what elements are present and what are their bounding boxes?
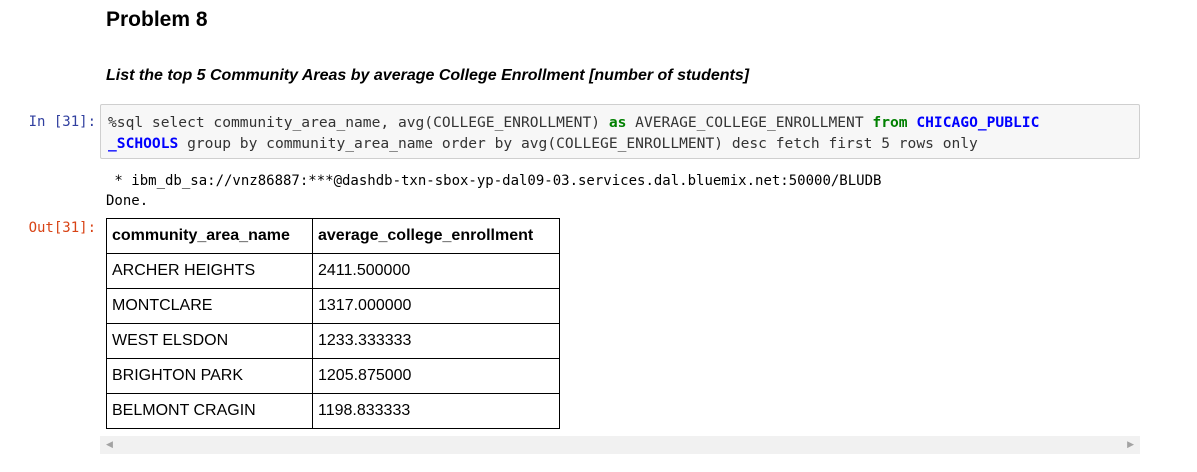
table-row: WEST ELSDON 1233.333333 xyxy=(106,323,560,359)
table-cell: WEST ELSDON xyxy=(106,323,313,359)
table-cell: 1233.333333 xyxy=(312,323,560,359)
table-cell: 1317.000000 xyxy=(312,288,560,324)
code-text: AVERAGE_COLLEGE_ENROLLMENT xyxy=(626,114,873,131)
triangle-left-icon[interactable]: ◀ xyxy=(106,440,113,450)
table-row: BELMONT CRAGIN 1198.833333 xyxy=(106,393,560,429)
table-cell: MONTCLARE xyxy=(106,288,313,324)
code-line-2: _SCHOOLS group by community_area_name or… xyxy=(108,133,1139,154)
output-prompt: Out[31]: xyxy=(28,220,96,236)
stdout-connection-line: * ibm_db_sa://vnz86887:***@dashdb-txn-sb… xyxy=(106,173,882,189)
table-cell: 1205.875000 xyxy=(312,358,560,394)
markdown-subheading: List the top 5 Community Areas by averag… xyxy=(106,67,750,84)
code-table-name: _SCHOOLS xyxy=(108,135,179,152)
code-keyword-as: as xyxy=(608,114,627,131)
code-input-area[interactable]: %sql select community_area_name, avg(COL… xyxy=(100,104,1140,159)
table-cell: 1198.833333 xyxy=(312,393,560,429)
stdout-output: * ibm_db_sa://vnz86887:***@dashdb-txn-sb… xyxy=(106,171,881,211)
code-keyword-from: from xyxy=(872,114,908,131)
code-text: group by community_area_name order by av… xyxy=(178,135,978,152)
table-cell: BRIGHTON PARK xyxy=(106,358,313,394)
code-text: %sql select community_area_name, avg(COL… xyxy=(108,114,609,131)
markdown-heading: Problem 8 xyxy=(106,8,208,31)
stdout-done-line: Done. xyxy=(106,193,149,209)
table-cell: ARCHER HEIGHTS xyxy=(106,253,313,289)
code-table-name: CHICAGO_PUBLIC xyxy=(916,114,1040,131)
table-row: MONTCLARE 1317.000000 xyxy=(106,288,560,324)
table-cell: BELMONT CRAGIN xyxy=(106,393,313,429)
table-row: BRIGHTON PARK 1205.875000 xyxy=(106,358,560,394)
result-table: community_area_name average_college_enro… xyxy=(106,218,560,429)
triangle-right-icon[interactable]: ▶ xyxy=(1127,440,1134,450)
table-row: ARCHER HEIGHTS 2411.500000 xyxy=(106,253,560,289)
table-cell: 2411.500000 xyxy=(312,253,560,289)
column-header: average_college_enrollment xyxy=(312,218,560,254)
table-header-row: community_area_name average_college_enro… xyxy=(106,218,560,254)
code-line-1: %sql select community_area_name, avg(COL… xyxy=(108,112,1139,133)
horizontal-scrollbar[interactable]: ◀ ▶ xyxy=(100,436,1140,454)
column-header: community_area_name xyxy=(106,218,313,254)
input-prompt: In [31]: xyxy=(28,114,96,130)
